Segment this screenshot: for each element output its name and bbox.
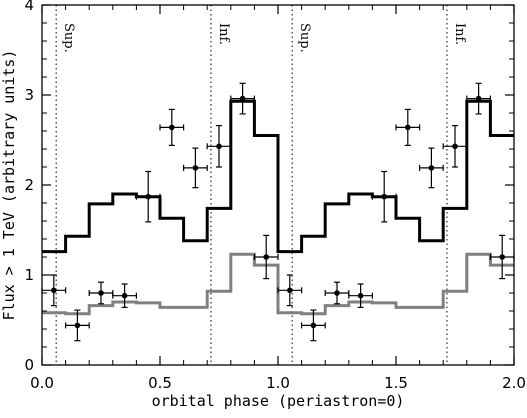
y-tick-label: 1 [24,266,34,284]
data-marker [357,292,364,299]
data-marker [216,143,222,150]
data-point [277,274,303,307]
data-marker [334,290,340,296]
data-marker [452,143,458,150]
data-marker [499,254,506,260]
x-tick-label: 2.0 [502,374,526,392]
data-point [395,108,421,146]
data-marker [51,287,57,294]
data-marker [310,322,317,329]
data-marker [169,124,175,131]
tick-labels: 0.0 0.5 1.0 1.5 2.0 0 1 2 3 4 [24,0,525,392]
data-marker [428,165,435,171]
axis-ticks [41,4,515,366]
x-axis-label: orbital phase (periastron=0) [152,392,405,410]
conjunction-lines [55,5,448,365]
data-point [159,108,185,146]
data-point [64,309,90,342]
data-point [112,283,137,308]
data-point [206,124,232,168]
y-tick-label: 3 [24,86,34,104]
data-point [466,82,491,115]
data-marker [381,193,388,200]
data-point [230,82,255,115]
data-point [419,147,444,189]
x-tick-label: 1.0 [266,374,290,392]
data-marker [239,95,246,102]
data-marker [287,287,293,294]
data-marker [121,292,128,299]
data-points [41,82,515,342]
annotations: Sup. Inf. Sup. Inf. [61,23,467,53]
data-marker [145,193,151,200]
data-point [135,170,161,223]
y-tick-label: 2 [24,176,34,194]
data-marker [405,124,411,131]
data-point [253,234,279,280]
y-tick-label: 4 [24,0,34,14]
data-point [301,309,326,342]
data-point [88,281,114,305]
data-point [183,147,208,189]
data-point [348,283,373,308]
data-marker [74,322,81,329]
phase-annotation: Sup. [297,23,312,53]
y-axis-label: Flux > 1 TeV (arbitrary units) [0,50,18,321]
data-marker [192,165,199,171]
x-tick-label: 0.5 [148,374,172,392]
x-tick-label: 0.0 [30,374,54,392]
phase-annotation: Sup. [61,23,76,53]
data-marker [263,254,270,260]
data-marker [98,290,104,296]
x-tick-label: 1.5 [384,374,408,392]
black-step-line [42,99,514,254]
phase-annotation: Inf. [216,23,231,45]
data-point [442,124,468,168]
data-marker [475,95,482,102]
black-step-series [42,99,514,254]
y-tick-label: 0 [24,356,34,374]
phase-annotation: Inf. [452,23,467,45]
data-point [371,170,397,223]
